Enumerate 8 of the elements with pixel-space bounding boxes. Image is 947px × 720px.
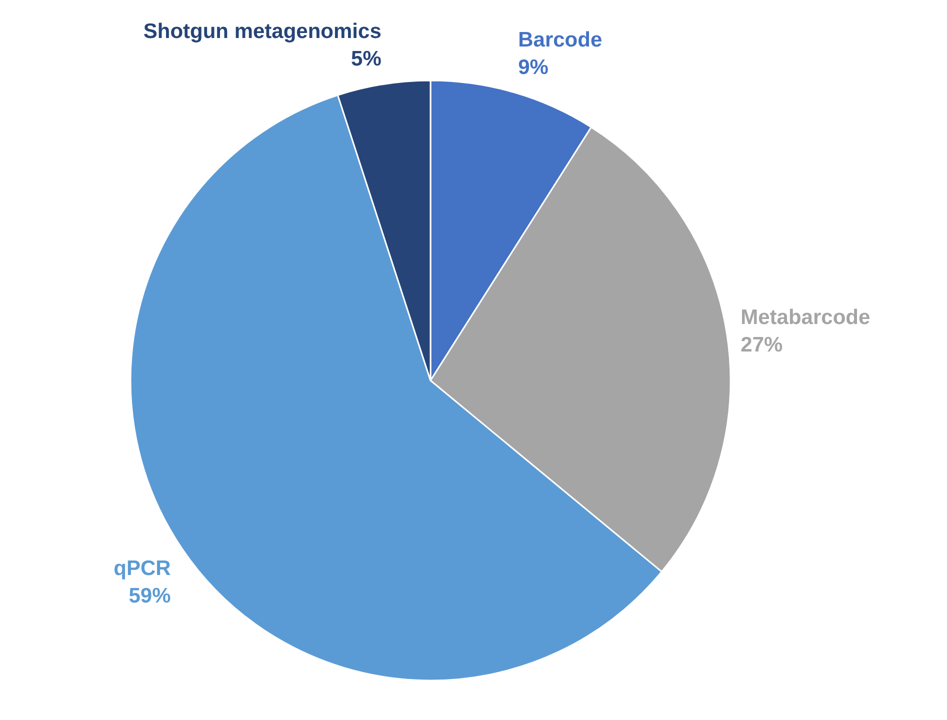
slice-label: Metabarcode (740, 306, 870, 330)
slice-label: Barcode (518, 28, 602, 52)
data-label: 5% (351, 47, 382, 70)
slice-label: Shotgun metagenomics (143, 20, 382, 43)
data-label: 59% (128, 584, 172, 608)
data-label: 27% (740, 334, 783, 357)
slice-label: qPCR (114, 556, 171, 580)
data-label: 9% (518, 56, 549, 79)
